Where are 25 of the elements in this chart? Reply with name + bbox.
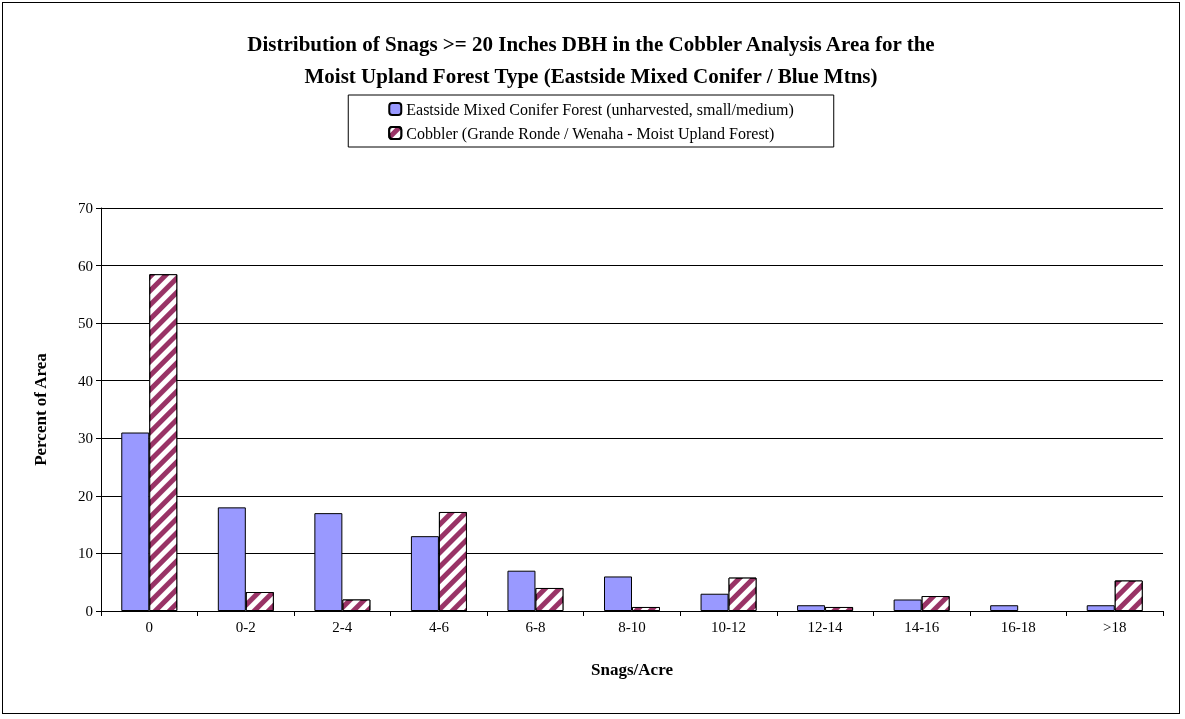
- x-tick-label: 10-12: [711, 618, 747, 635]
- x-tick-label: 2-4: [332, 618, 353, 635]
- y-tick-label: 40: [78, 372, 93, 389]
- x-tick-label: 8-10: [618, 618, 646, 635]
- y-tick-label: 70: [78, 200, 93, 216]
- y-tick-label: 0: [85, 603, 93, 619]
- chart-title: Distribution of Snags >= 20 Inches DBH in the Cobbler Analysis Area for the Moist Upland Forest Type (Eastside Mixed Conifer / Blue Mtns): [247, 32, 935, 88]
- x-tick-label: 0-2: [235, 618, 256, 635]
- y-tick-label: 50: [78, 315, 93, 332]
- x-tick-label: 4-6: [428, 618, 450, 635]
- x-tick-label: 14-16: [904, 618, 940, 635]
- x-tick-label: 0: [145, 618, 154, 635]
- x-axis-title: Snags/Acre: [591, 660, 674, 679]
- bar: [990, 605, 1019, 611]
- y-axis-title: Percent of Area: [31, 352, 50, 466]
- y-tick-label: 10: [78, 545, 93, 562]
- y-tick-label: 20: [78, 487, 93, 504]
- x-tick-label: 16-18: [1000, 618, 1036, 635]
- legend-label: Cobbler (Grande Ronde / Wenaha - Moist Upland Forest): [406, 124, 775, 143]
- y-tick-label: 60: [78, 257, 93, 274]
- y-tick-label: 30: [78, 430, 93, 447]
- x-tick-label: >18: [1102, 618, 1127, 635]
- x-tick-label: 12-14: [807, 618, 844, 635]
- x-tick-label: 6-8: [525, 618, 546, 635]
- legend-label: Eastside Mixed Conifer Forest (unharvested, small/medium): [406, 100, 794, 119]
